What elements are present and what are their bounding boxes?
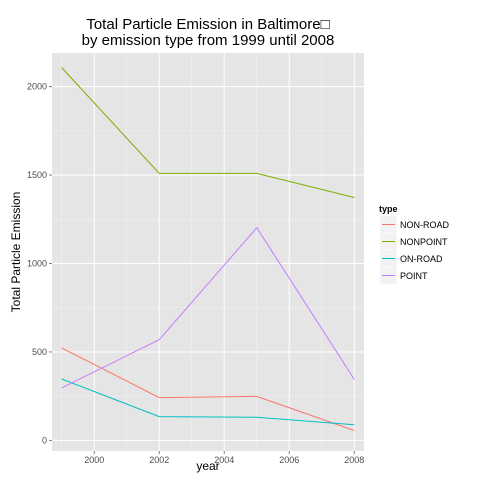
legend-item: ON-ROAD bbox=[379, 249, 443, 268]
x-axis: 2000 2002 2004 2006 2008 bbox=[84, 451, 364, 465]
legend-label: NON-ROAD bbox=[400, 220, 449, 230]
x-tick-label: 2002 bbox=[149, 455, 169, 465]
x-tick-label: 2004 bbox=[214, 455, 234, 465]
legend-label: POINT bbox=[400, 271, 428, 281]
legend-item: NONPOINT bbox=[379, 232, 448, 251]
y-axis: 0 500 1000 1500 2000 bbox=[27, 82, 52, 445]
chart-title: Total Particle Emission in Baltimore□ by… bbox=[82, 16, 335, 49]
legend-item: POINT bbox=[379, 266, 428, 285]
y-tick-label: 0 bbox=[42, 435, 47, 445]
legend-item: NON-ROAD bbox=[379, 215, 449, 234]
legend-label: NONPOINT bbox=[400, 237, 448, 247]
minor-gridlines bbox=[52, 53, 364, 451]
x-tick-label: 2000 bbox=[84, 455, 104, 465]
x-axis-title: year bbox=[196, 459, 219, 473]
series-line-non-road bbox=[61, 347, 355, 431]
legend: type NON-ROAD NONPOINT ON-ROAD POINT bbox=[379, 204, 449, 285]
plot-panel bbox=[52, 53, 364, 451]
major-gridlines bbox=[52, 53, 364, 451]
x-tick-label: 2006 bbox=[279, 455, 299, 465]
series-lines bbox=[61, 67, 355, 431]
series-line-point bbox=[61, 226, 355, 389]
y-axis-title: Total Particle Emission bbox=[9, 192, 23, 313]
chart-title-line-2: by emission type from 1999 until 2008 bbox=[82, 32, 335, 49]
x-tick-label: 2008 bbox=[344, 455, 364, 465]
y-tick-label: 2000 bbox=[27, 82, 47, 92]
legend-label: ON-ROAD bbox=[400, 254, 443, 264]
legend-title: type bbox=[379, 204, 398, 214]
chart-title-line-1: Total Particle Emission in Baltimore□ bbox=[86, 16, 329, 33]
series-line-nonpoint bbox=[61, 67, 355, 198]
y-tick-label: 1500 bbox=[27, 170, 47, 180]
y-tick-label: 500 bbox=[32, 347, 47, 357]
y-tick-label: 1000 bbox=[27, 258, 47, 268]
series-line-on-road bbox=[61, 378, 355, 426]
